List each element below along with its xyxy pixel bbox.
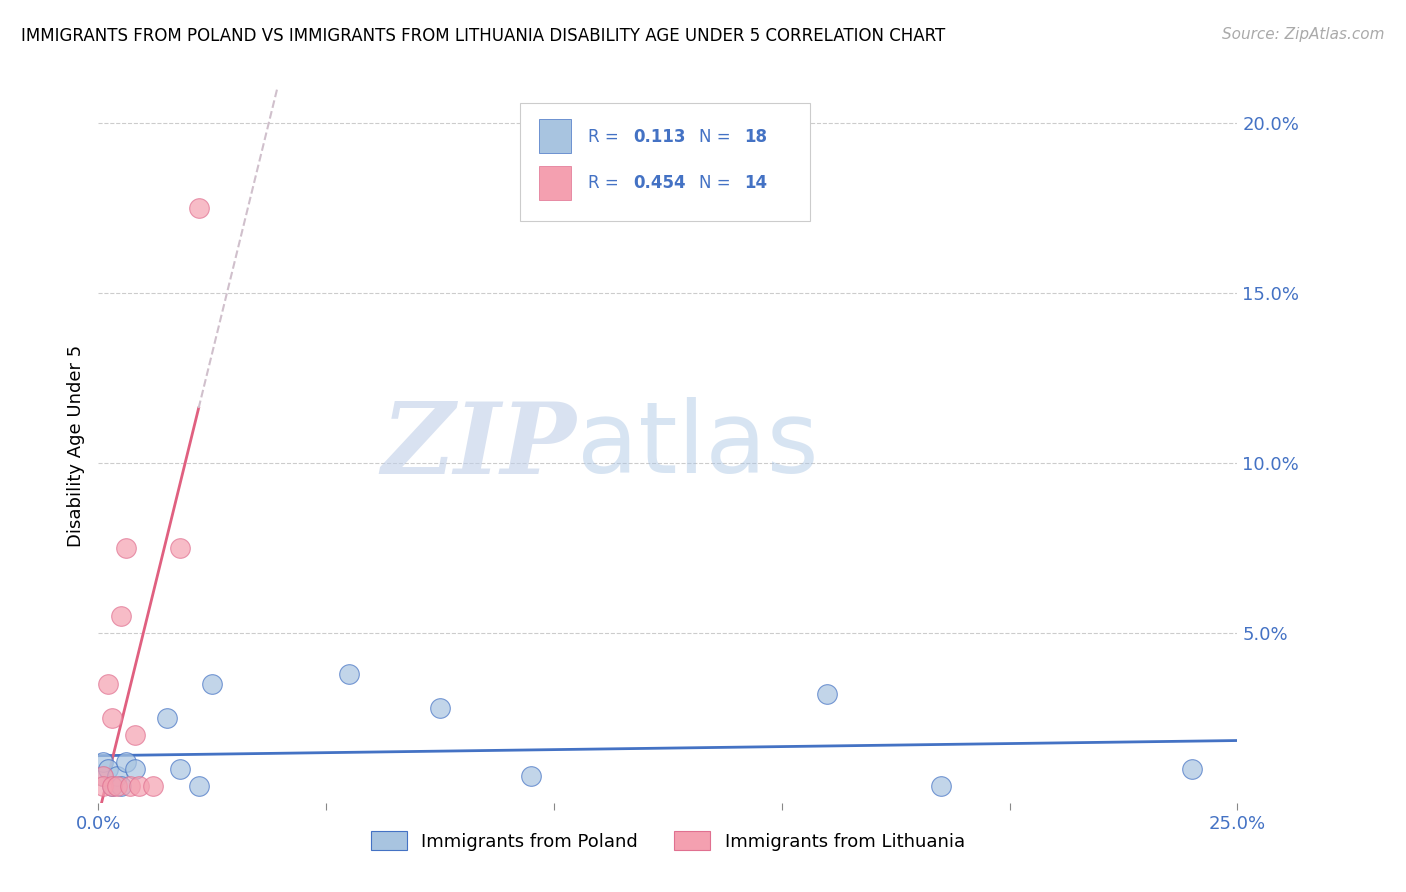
Point [429,700,451,714]
Text: Source: ZipAtlas.com: Source: ZipAtlas.com [1222,27,1385,42]
Text: N =: N = [699,175,730,193]
Y-axis label: Disability Age Under 5: Disability Age Under 5 [66,345,84,547]
Text: IMMIGRANTS FROM POLAND VS IMMIGRANTS FROM LITHUANIA DISABILITY AGE UNDER 5 CORRE: IMMIGRANTS FROM POLAND VS IMMIGRANTS FRO… [21,27,945,45]
Text: R =: R = [588,128,619,146]
Point [110,608,132,623]
Point [520,769,543,783]
Text: R =: R = [588,175,619,193]
Point [1181,762,1204,776]
Point [156,711,179,725]
Point [114,541,136,555]
Point [337,666,360,681]
Point [91,769,114,783]
FancyBboxPatch shape [538,120,571,153]
Text: atlas: atlas [576,398,818,494]
Point [110,779,132,793]
Text: 0.454: 0.454 [634,175,686,193]
Point [101,711,124,725]
Point [101,779,124,793]
FancyBboxPatch shape [538,166,571,200]
Point [124,762,146,776]
Point [929,779,952,793]
Point [815,687,838,701]
Point [114,755,136,769]
Point [187,779,209,793]
Point [91,779,114,793]
Point [96,677,118,691]
Point [142,779,165,793]
Text: 0.113: 0.113 [634,128,686,146]
Point [101,779,124,793]
Text: 14: 14 [744,175,768,193]
FancyBboxPatch shape [520,103,810,221]
Point [105,779,128,793]
Point [201,677,224,691]
Point [124,728,146,742]
Point [120,779,142,793]
Text: ZIP: ZIP [382,398,576,494]
Point [169,762,191,776]
Point [91,755,114,769]
Point [169,541,191,555]
Point [91,769,114,783]
Text: N =: N = [699,128,730,146]
Point [105,769,128,783]
Legend: Immigrants from Poland, Immigrants from Lithuania: Immigrants from Poland, Immigrants from … [364,824,972,858]
Point [96,762,118,776]
Point [128,779,150,793]
Point [187,201,209,215]
Text: 18: 18 [744,128,768,146]
